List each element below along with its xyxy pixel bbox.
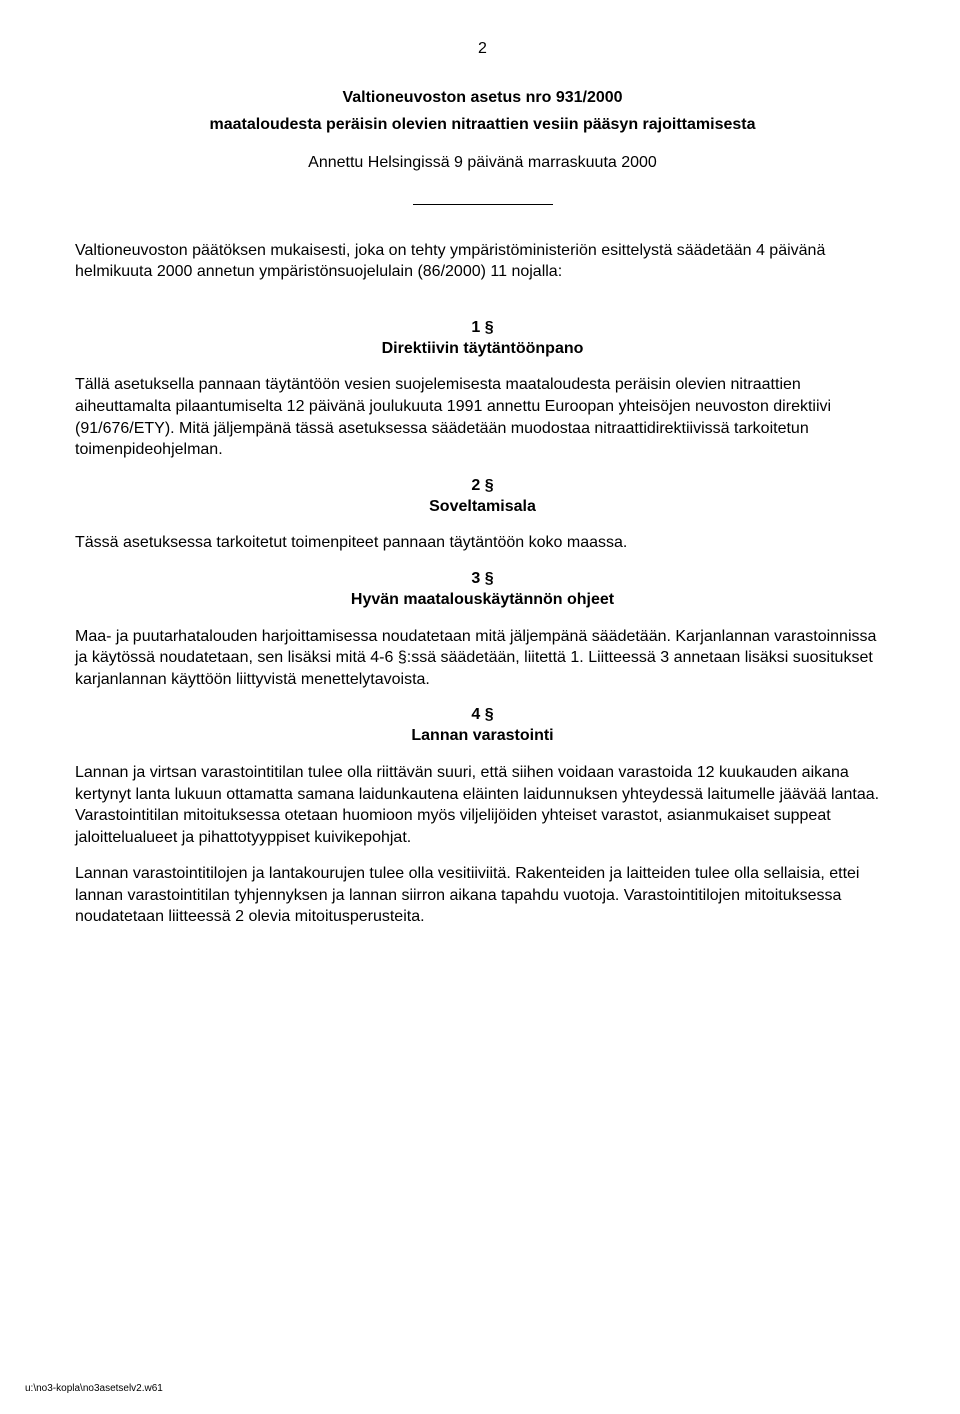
section-3-num: 3 § [75, 569, 890, 590]
divider-wrap [75, 192, 890, 210]
divider-line [413, 204, 553, 205]
section-2-title: Soveltamisala [75, 497, 890, 518]
section-2-num: 2 § [75, 476, 890, 497]
section-4-num: 4 § [75, 705, 890, 726]
section-4-title: Lannan varastointi [75, 726, 890, 747]
section-1-p1: Tällä asetuksella pannaan täytäntöön ves… [75, 374, 890, 460]
section-4-p2: Lannan varastointitilojen ja lantakouruj… [75, 863, 890, 928]
doc-title-line1: Valtioneuvoston asetus nro 931/2000 [75, 88, 890, 109]
page-number: 2 [75, 40, 890, 58]
footer-path: u:\no3-kopla\no3asetselv2.w61 [25, 1383, 163, 1394]
section-4-p1: Lannan ja virtsan varastointitilan tulee… [75, 762, 890, 848]
doc-title-line2: maataloudesta peräisin olevien nitraatti… [75, 115, 890, 136]
section-1-title: Direktiivin täytäntöönpano [75, 339, 890, 360]
section-3-title: Hyvän maatalouskäytännön ohjeet [75, 590, 890, 611]
section-2-p1: Tässä asetuksessa tarkoitetut toimenpite… [75, 532, 890, 554]
intro-paragraph: Valtioneuvoston päätöksen mukaisesti, jo… [75, 240, 890, 283]
doc-subtitle: Annettu Helsingissä 9 päivänä marraskuut… [75, 154, 890, 172]
section-1-num: 1 § [75, 318, 890, 339]
section-3-p1: Maa- ja puutarhatalouden harjoittamisess… [75, 626, 890, 691]
